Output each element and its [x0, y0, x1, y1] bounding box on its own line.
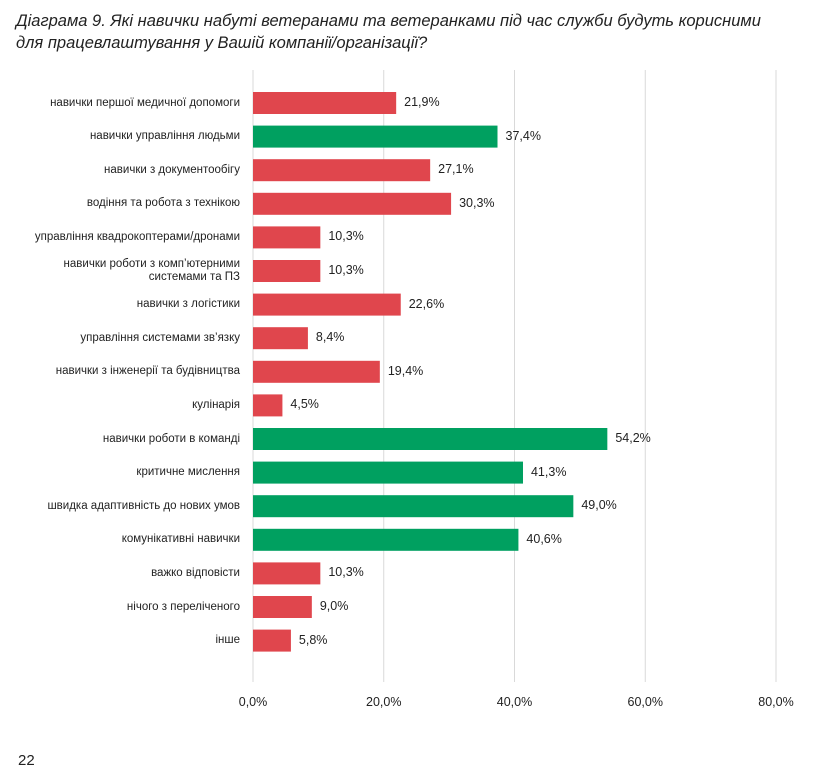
value-label: 41,3%	[530, 464, 567, 479]
category-label: кулінарія	[192, 398, 240, 411]
value-label: 37,4%	[505, 128, 541, 143]
x-tick-label: 80,0%	[758, 695, 794, 709]
bar	[253, 159, 431, 182]
category-label: навички першої медичної допомоги	[50, 96, 240, 109]
value-label: 9,0%	[319, 599, 349, 613]
value-label: 8,4%	[315, 330, 345, 345]
value-label: 4,5%	[290, 397, 319, 412]
bar	[253, 192, 452, 215]
chart-title: для працевлаштування у Вашій компанії/ор…	[16, 34, 428, 52]
category-label: важко відповісти	[151, 566, 240, 579]
x-tick-label: 60,0%	[627, 695, 663, 709]
bar	[253, 428, 608, 450]
value-label: 10,3%	[328, 263, 364, 277]
value-label: 40,6%	[526, 531, 562, 546]
x-tick-label: 0,0%	[238, 695, 268, 709]
value-label: 19,4%	[387, 363, 424, 378]
value-label: 49,0%	[581, 498, 617, 513]
value-label: 21,9%	[404, 95, 440, 109]
value-label: 27,1%	[438, 162, 474, 177]
category-label: управління системами зв’язку	[80, 331, 240, 344]
category-label: інше	[215, 634, 240, 647]
bar	[253, 92, 397, 114]
bar	[253, 260, 321, 282]
category-label: навички з логістики	[136, 298, 240, 311]
bar	[253, 125, 498, 148]
value-label: 54,2%	[615, 431, 651, 445]
value-label: 10,3%	[328, 229, 364, 244]
bar	[253, 327, 308, 350]
bar	[253, 528, 519, 551]
category-label: швидка адаптивність до нових умов	[47, 499, 240, 512]
category-label: критичне мислення	[136, 466, 240, 479]
chart-title: Діаграма 9. Які навички набуті ветеранам…	[16, 12, 761, 30]
bar	[253, 394, 283, 417]
category-label: навички роботи в команді	[102, 432, 240, 445]
category-label: навички роботи з комп’ютерними системами…	[63, 258, 240, 283]
value-label: 10,3%	[328, 565, 364, 580]
category-label: водіння та робота з технікою	[86, 197, 240, 210]
bar	[253, 293, 401, 316]
x-tick-label: 40,0%	[496, 695, 533, 709]
bar	[253, 495, 574, 518]
category-label: нічого з переліченого	[126, 600, 240, 613]
x-tick-label: 20,0%	[366, 695, 402, 709]
bar	[253, 596, 312, 618]
bar	[253, 562, 321, 585]
bar	[253, 226, 321, 249]
category-label: управління квадрокоптерами/дронами	[34, 230, 240, 243]
bar	[253, 629, 291, 652]
bar	[253, 461, 523, 484]
category-label: навички з документообігу	[104, 163, 240, 176]
value-label: 30,3%	[459, 195, 495, 210]
page-number: 22	[18, 752, 35, 769]
category-label: навички управління людьми	[89, 130, 240, 143]
value-label: 5,8%	[298, 632, 328, 647]
bar	[253, 360, 380, 383]
category-label: навички з інженерії та будівництва	[55, 365, 240, 378]
value-label: 22,6%	[408, 296, 445, 311]
category-label: комунікативні навички	[121, 533, 240, 546]
